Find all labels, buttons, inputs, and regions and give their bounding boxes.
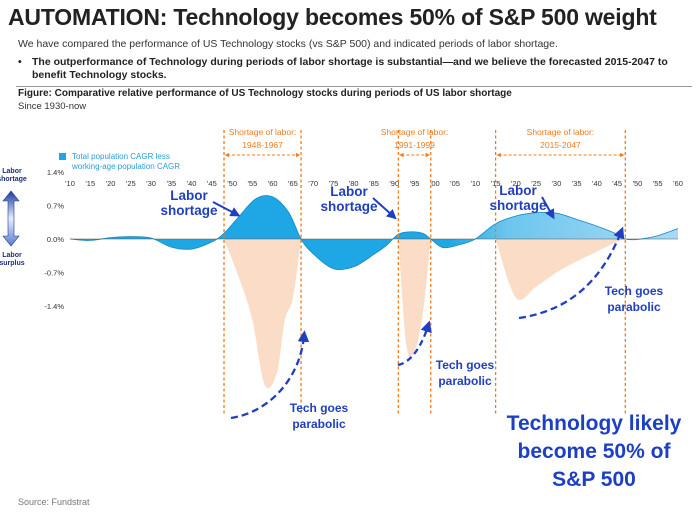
cagr-line [69, 195, 679, 271]
x-tick-label: '95 [410, 179, 420, 188]
tech-parabolic-label-line1: Tech goes [436, 358, 495, 372]
y-axis-bottom-label: Labor surplus [0, 252, 25, 267]
x-tick-label: '90 [389, 179, 399, 188]
key-point-bullet: • The outperformance of Technology durin… [18, 56, 690, 82]
labor-shortage-arrow-1 [212, 201, 241, 217]
annotations-layer: LaborshortageLaborshortageLaborshortageT… [160, 183, 681, 491]
tech-performance-layer [224, 239, 626, 389]
tech-parabolic-label-line1: Tech goes [605, 284, 664, 298]
x-tick-label: '00 [430, 179, 440, 188]
divider [16, 86, 692, 87]
labor-axis-double-arrow-icon [2, 190, 20, 247]
legend-label-line1: Total population CAGR less [72, 152, 170, 161]
x-tick-label: '60 [673, 179, 683, 188]
shortage-label-years: 2015-2047 [540, 140, 581, 150]
shortage-label-years: 1948-1967 [242, 140, 283, 150]
labor-shortage-arrow-2 [372, 197, 397, 220]
callout-line3: S&P 500 [552, 468, 636, 491]
figure-title: Figure: Comparative relative performance… [18, 88, 512, 99]
labor-shortage-label-line2: shortage [489, 198, 547, 213]
x-tick-label: '15 [85, 179, 95, 188]
x-tick-label: '05 [450, 179, 460, 188]
x-tick-label: '40 [592, 179, 602, 188]
shortage-label-title: Shortage of labor: [527, 127, 595, 137]
x-tick-label: '20 [106, 179, 116, 188]
legend-swatch [59, 153, 66, 160]
x-tick-label: '75 [329, 179, 339, 188]
x-tick-label: '45 [207, 179, 217, 188]
x-tick-label: '85 [369, 179, 379, 188]
cagr-area-layer [69, 195, 679, 271]
page-title: AUTOMATION: Technology becomes 50% of S&… [8, 4, 657, 30]
x-tick-label: '50 [633, 179, 643, 188]
x-tick-label: '40 [187, 179, 197, 188]
axes-layer: 1.4% 0.7% 0.0% -0.7% -1.4% '10 '15 '20 '25 '30 '35… [44, 152, 682, 311]
labor-shortage-label-line1: Labor [170, 188, 208, 203]
x-tick-label: '30 [146, 179, 156, 188]
x-tick-label: '10 [470, 179, 480, 188]
shortage-periods-layer: Shortage of labor: 1948-1967 Shortage of l… [223, 127, 626, 415]
y-tick-label: 1.4% [47, 168, 64, 177]
tech-parabolic-arrow-2 [397, 320, 432, 367]
callout-line2: become 50% of [518, 440, 672, 463]
callout-line1: Technology likely [507, 412, 682, 435]
y-tick-label: 0.7% [47, 202, 64, 211]
bullet-text: The outperformance of Technology during … [32, 56, 668, 81]
tech-parabolic-arrow-3 [518, 226, 625, 320]
x-tick-label: '50 [227, 179, 237, 188]
y-tick-label: 0.0% [47, 235, 64, 244]
labor-shortage-label-line1: Labor [330, 184, 368, 199]
tech-parabolic-label-line1: Tech goes [290, 401, 349, 415]
x-tick-label: '25 [531, 179, 541, 188]
labor-shortage-arrow-3 [541, 196, 555, 220]
x-tick-label: '25 [126, 179, 136, 188]
x-tick-label: '35 [166, 179, 176, 188]
y-tick-label: -0.7% [44, 269, 64, 278]
tech-performance-area-3 [495, 239, 626, 301]
x-tick-label: '20 [511, 179, 521, 188]
x-tick-label: '70 [308, 179, 318, 188]
tech-performance-area-1 [224, 239, 301, 389]
shortage-label-title: Shortage of labor: [229, 127, 297, 137]
labor-shortage-label-line2: shortage [320, 199, 378, 214]
x-tick-label: '30 [552, 179, 562, 188]
tech-parabolic-arrow-1 [230, 330, 310, 420]
legend-label-line2: working-age population CAGR [71, 162, 180, 171]
tech-parabolic-label-line2: parabolic [607, 300, 661, 314]
source-note: Source: Fundstrat [18, 497, 90, 507]
y-tick-label: -1.4% [44, 302, 64, 311]
tech-parabolic-label-line2: parabolic [438, 374, 492, 388]
x-tick-label: '80 [349, 179, 359, 188]
x-tick-label: '55 [248, 179, 258, 188]
x-tick-label: '65 [288, 179, 298, 188]
labor-shortage-label-line1: Labor [499, 183, 537, 198]
shortage-label-years: 1991-1999 [394, 140, 435, 150]
x-tick-label: '60 [268, 179, 278, 188]
bullet-dot: • [18, 56, 22, 68]
tech-parabolic-label-line2: parabolic [292, 417, 346, 431]
x-tick-label: '15 [491, 179, 501, 188]
y-axis-top-label: Labor shortage [0, 168, 27, 183]
labor-shortage-label-line2: shortage [160, 203, 218, 218]
figure-subtitle: Since 1930-now [18, 101, 87, 112]
labor-axis-indicator [2, 190, 20, 247]
shortage-label-title: Shortage of labor: [381, 127, 449, 137]
x-tick-label: '45 [612, 179, 622, 188]
page-subtitle: We have compared the performance of US T… [18, 38, 558, 50]
tech-performance-area-2 [398, 239, 431, 358]
x-tick-label: '55 [653, 179, 663, 188]
x-tick-label: '35 [572, 179, 582, 188]
x-tick-label: '10 [65, 179, 75, 188]
